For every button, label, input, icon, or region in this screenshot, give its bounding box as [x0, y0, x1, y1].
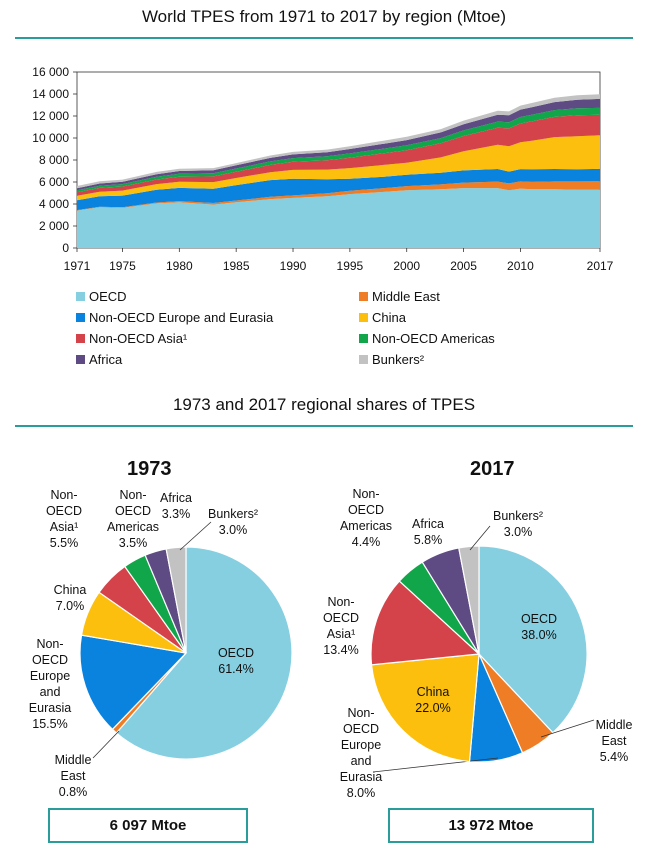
legend-swatch [359, 355, 368, 364]
legend-swatch [76, 334, 85, 343]
area-series-middle-east [77, 181, 600, 211]
x-tick-label: 1985 [223, 259, 250, 273]
legend-swatch [359, 313, 368, 322]
y-tick-label: 4 000 [39, 197, 69, 211]
pie-label-2017-middle-east: Middle East 5.4% [595, 718, 633, 764]
x-tick-label: 1971 [64, 259, 91, 273]
legend-label: Non-OECD Asia¹ [89, 331, 188, 346]
legend-item-africa: Africa [76, 352, 122, 367]
legend-label: Middle East [372, 289, 440, 304]
y-tick-label: 14 000 [32, 87, 69, 101]
legend-item-non-oecd-asia: Non-OECD Asia¹ [76, 331, 187, 346]
y-tick-label: 8 000 [39, 153, 69, 167]
x-tick-label: 1980 [166, 259, 193, 273]
x-tick-label: 2010 [507, 259, 534, 273]
pie-slice-1973-non-oecd-europe-and-eurasia [79, 634, 188, 731]
legend-swatch [76, 355, 85, 364]
pie-slice-2017-non-oecd-americas [398, 561, 480, 655]
legend-label: Non-OECD Europe and Eurasia [89, 310, 274, 325]
legend-label: Africa [89, 352, 123, 367]
legend-swatch [76, 292, 85, 301]
pie-slice-1973-non-oecd-asia [98, 565, 187, 654]
legend-item-non-oecd-americas: Non-OECD Americas [359, 331, 495, 346]
pie-label-1973-bunkers: Bunkers² 3.0% [207, 507, 259, 537]
pie-slice-2017-non-oecd-europe-and-eurasia [468, 653, 524, 763]
legend-item-bunkers: Bunkers² [359, 352, 424, 367]
area-series-non-oecd-europe-and-eurasia [77, 168, 600, 211]
legend-swatch [359, 292, 368, 301]
pie-label-1973-middle-east: Middle East 0.8% [54, 753, 92, 799]
pie-label-2017-china: China 22.0% [415, 685, 451, 715]
x-tick-label: 2017 [587, 259, 614, 273]
legend-label: China [372, 310, 406, 325]
pie-2017-year: 2017 [470, 458, 515, 480]
area-chart: 0 2 000 4 000 6 000 8 000 10 000 12 000 14 000 1… [32, 65, 614, 273]
area-series-non-oecd-americas [77, 107, 600, 193]
area-series-africa [77, 98, 600, 191]
title-rule-pies [15, 425, 633, 427]
x-tick-label: 1995 [337, 259, 364, 273]
area-chart-title: World TPES from 1971 to 2017 by region (… [141, 7, 507, 26]
area-series-non-oecd-asia [77, 114, 600, 196]
y-tick-label: 10 000 [32, 131, 69, 145]
legend-label: Non-OECD Americas [372, 331, 495, 346]
y-tick-label: 16 000 [32, 65, 69, 79]
pie-label-1973-china: China 7.0% [53, 583, 87, 613]
total-1973-box: 6 097 Mtoe [48, 808, 248, 843]
y-tick-label: 2 000 [39, 219, 69, 233]
legend-swatch [359, 334, 368, 343]
pie-slice-1973-bunkers [165, 546, 187, 654]
pie-label-2017-bunkers: Bunkers² 3.0% [492, 509, 544, 539]
pie-slice-1973-non-oecd-americas [123, 554, 187, 654]
x-tick-label: 1975 [109, 259, 136, 273]
pie-slice-2017-africa [421, 547, 480, 655]
legend-item-non-oecd-europe-and-eurasia: Non-OECD Europe and Eurasia [76, 310, 273, 325]
pie-label-2017-non-oecd-europe-and-eurasia: Non- OECD Europe and Eurasia 8.0% [339, 706, 383, 800]
x-tick-label: 2005 [450, 259, 477, 273]
pie-label-1973-africa: Africa 3.3% [160, 491, 192, 521]
pie-slice-1973-middle-east [111, 652, 187, 734]
pie-label-2017-africa: Africa 5.8% [412, 517, 444, 547]
pie-label-1973-non-oecd-europe-and-eurasia: Non- OECD Europe and Eurasia 15.5% [28, 637, 72, 731]
y-tick-label: 12 000 [32, 109, 69, 123]
y-tick-label: 0 [62, 241, 69, 255]
legend-label: Bunkers² [372, 352, 425, 367]
pie-section-title: 1973 and 2017 regional shares of TPES [172, 395, 476, 414]
pie-2017 [370, 525, 595, 773]
y-tick-label: 6 000 [39, 175, 69, 189]
pie-1973 [79, 521, 293, 760]
area-series-china [77, 135, 600, 201]
legend-swatch [76, 313, 85, 322]
legend-item-china: China [359, 310, 406, 325]
pie-slice-2017-middle-east [478, 653, 554, 754]
pie-label-1973-oecd: OECD 61.4% [217, 646, 255, 676]
pie-slice-2017-bunkers [458, 545, 480, 655]
area-series-bunkers [77, 94, 600, 189]
pie-slice-2017-non-oecd-asia [370, 580, 481, 666]
x-tick-label: 1990 [280, 259, 307, 273]
legend-label: OECD [89, 289, 127, 304]
pie-slice-1973-africa [144, 548, 187, 654]
pie-label-2017-non-oecd-americas: Non- OECD Americas 4.4% [339, 487, 393, 549]
area-series-oecd [77, 188, 600, 248]
pie-1973-year: 1973 [127, 458, 172, 480]
legend-item-oecd: OECD [76, 289, 127, 304]
x-tick-label: 2000 [393, 259, 420, 273]
pie-label-1973-non-oecd-asia: Non- OECD Asia¹ 5.5% [45, 488, 83, 550]
total-2017-box: 13 972 Mtoe [388, 808, 594, 843]
title-rule-top [15, 37, 633, 39]
pie-label-2017-non-oecd-asia: Non- OECD Asia¹ 13.4% [322, 595, 360, 657]
pie-label-2017-oecd: OECD 38.0% [520, 612, 558, 642]
legend-item-middle-east: Middle East [359, 289, 440, 304]
pie-label-1973-non-oecd-americas: Non- OECD Americas 3.5% [106, 488, 160, 550]
